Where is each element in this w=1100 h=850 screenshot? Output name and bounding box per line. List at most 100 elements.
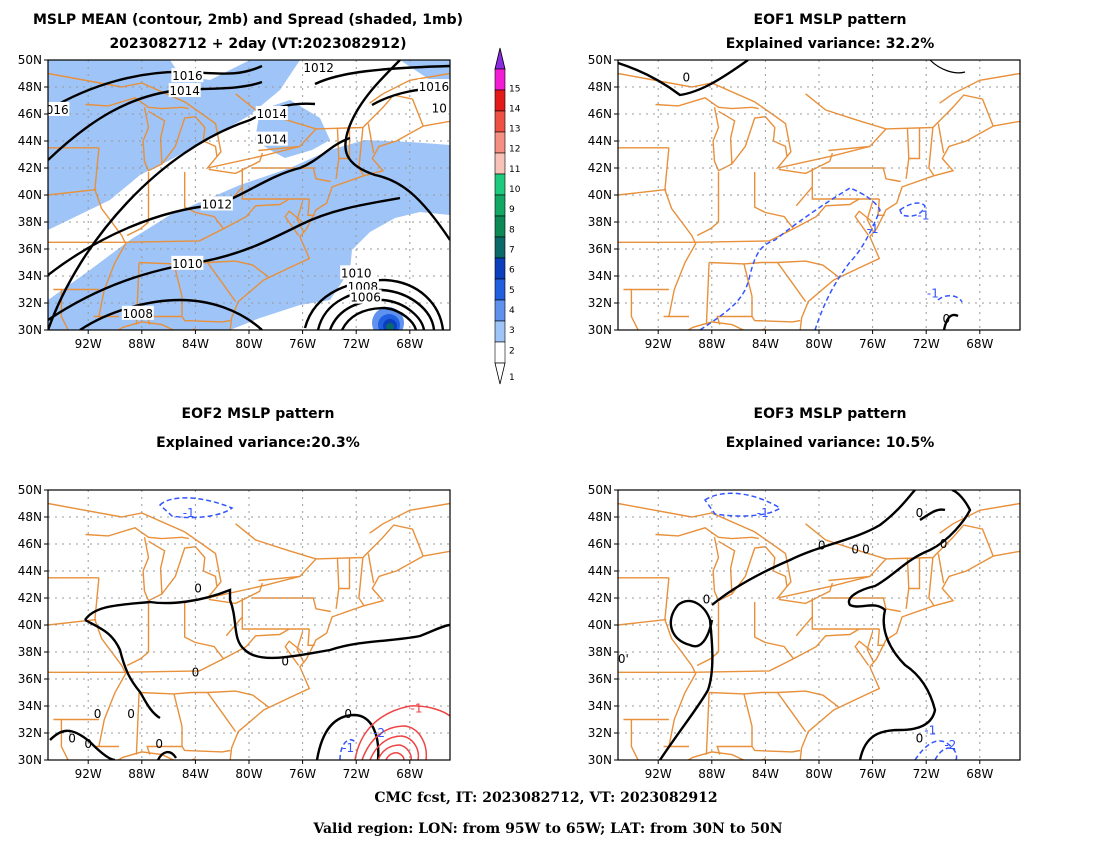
boundary-line	[705, 692, 710, 755]
boundary-line	[94, 147, 127, 317]
boundary-line	[135, 692, 140, 755]
boundary-line	[116, 751, 196, 760]
colorbar-label: 14	[509, 104, 521, 114]
boundary-line	[993, 530, 1020, 557]
boundary-line	[618, 618, 667, 626]
boundary-line	[709, 260, 840, 278]
lat-tick-label: 40N	[18, 188, 42, 202]
lat-tick-label: 38N	[18, 645, 42, 659]
contour-label: 0	[155, 737, 163, 751]
colorbar-label: 13	[509, 125, 520, 135]
contour-label-bg	[48, 101, 70, 116]
boundary-line	[60, 719, 69, 760]
contour-label: 1016	[419, 80, 450, 94]
lat-tick-label: 34N	[588, 699, 612, 713]
lat-tick-label: 40N	[588, 618, 612, 632]
contour-label-bg	[349, 289, 382, 304]
axis-ticks-p2: 50N 48N 46N 44N 42N 40N 38N 36N 34N 32N 30N 92W 88W 8…	[588, 53, 994, 351]
lat-tick-label: 34N	[18, 699, 42, 713]
lon-tick-label: 80W	[805, 767, 832, 781]
panel-title-line-1: EOF3 MSLP pattern	[754, 406, 907, 422]
contour-label-bg	[168, 83, 201, 98]
boundary-line	[712, 107, 736, 172]
colorbar-label: 2	[509, 346, 515, 356]
contour-label-bg	[430, 100, 449, 115]
boundary-line	[367, 123, 375, 154]
contour-label: -2	[944, 738, 956, 752]
lat-tick-label: 48N	[588, 80, 612, 94]
boundary-line	[241, 598, 310, 630]
contour-label: -1	[411, 702, 423, 716]
contour-label-bg	[121, 305, 154, 320]
eof2-contours	[49, 497, 450, 760]
lat-tick-label: 40N	[18, 618, 42, 632]
lon-tick-label: 88W	[698, 767, 725, 781]
boundary-line	[696, 172, 720, 237]
panel-title-line-2: Explained variance:20.3%	[156, 435, 360, 451]
lat-tick-label: 38N	[18, 215, 42, 229]
lat-tick-label: 30N	[18, 323, 42, 337]
boundary-line	[206, 692, 237, 733]
boundary-line	[751, 746, 801, 753]
boundary-line	[828, 575, 870, 582]
boundary-line	[751, 316, 801, 323]
boundary-line	[618, 502, 994, 600]
lat-tick-label: 50N	[18, 53, 42, 67]
gridlines-p2	[618, 60, 1020, 330]
lon-tick-label: 80W	[805, 337, 832, 351]
boundary-line	[905, 557, 910, 609]
lon-tick-label: 92W	[645, 767, 672, 781]
contour-label: 1014	[169, 84, 200, 98]
boundary-line	[854, 640, 874, 666]
lat-tick-label: 32N	[18, 726, 42, 740]
contour-label: -1	[924, 723, 936, 737]
lon-tick-label: 88W	[698, 337, 725, 351]
boundary-line	[223, 198, 290, 230]
boundary-line	[655, 97, 759, 110]
boundary-line	[655, 527, 759, 540]
boundary-line	[181, 746, 231, 753]
boundary-line	[821, 167, 901, 183]
boundary-line	[284, 210, 304, 236]
colorbar-swatch	[494, 173, 506, 196]
boundary-line	[206, 262, 237, 303]
colorbar-label: 1	[509, 373, 515, 383]
boundary-line	[367, 553, 375, 584]
lat-tick-label: 36N	[18, 672, 42, 686]
contour-label: 0	[192, 665, 200, 679]
contour-label: 1014	[257, 133, 288, 147]
boundary-line	[778, 582, 834, 605]
boundary-line	[251, 167, 331, 183]
lat-tick-label: 48N	[18, 510, 42, 524]
boundary-line	[686, 751, 766, 760]
lat-tick-label: 40N	[588, 188, 612, 202]
boundary-line	[338, 557, 351, 590]
boundary-line	[811, 598, 880, 630]
boundary-line	[630, 719, 639, 760]
boundary-line	[139, 690, 270, 708]
contour-label: 1016	[172, 69, 203, 83]
contour-label: -1	[918, 208, 930, 222]
boundary-line	[691, 602, 795, 673]
contour-label: -1	[183, 506, 195, 520]
lat-tick-label: 38N	[588, 645, 612, 659]
boundary-line	[618, 72, 994, 170]
boundary-line	[905, 127, 910, 179]
contour-label: -1	[927, 287, 939, 301]
lon-tick-label: 92W	[645, 337, 672, 351]
lon-tick-label: 72W	[343, 767, 370, 781]
contour-label: 1016	[38, 103, 69, 117]
contour-label: 1012	[202, 197, 233, 211]
contour-label: -1	[867, 222, 879, 236]
contour-label-bg	[255, 106, 288, 120]
lon-tick-label: 88W	[128, 337, 155, 351]
boundary-line	[877, 628, 885, 646]
lon-tick-label: 72W	[913, 767, 940, 781]
boundary-line	[208, 152, 264, 175]
boundary-line	[223, 628, 290, 660]
boundary-line	[307, 198, 315, 216]
boundary-line	[696, 602, 720, 667]
lat-tick-label: 42N	[18, 161, 42, 175]
lat-tick-label: 46N	[18, 537, 42, 551]
